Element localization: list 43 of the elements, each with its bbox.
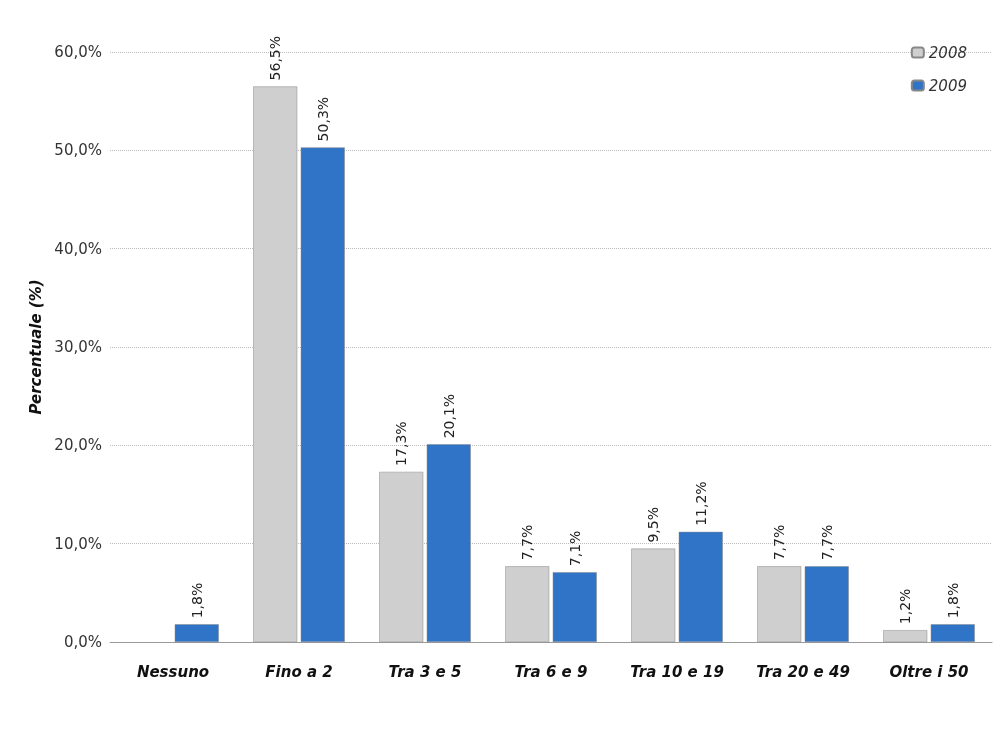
- bar: [300, 147, 345, 642]
- y-tick-label: 50,0%: [54, 141, 102, 160]
- bar: [426, 444, 471, 642]
- data-label: 7,1%: [566, 530, 583, 567]
- data-label: 1,2%: [897, 588, 914, 625]
- x-tick-label: Tra 20 e 49: [756, 662, 850, 681]
- data-label: 20,1%: [440, 393, 457, 439]
- bar: [678, 531, 723, 642]
- data-label: 50,3%: [314, 96, 331, 142]
- bar: [804, 566, 849, 642]
- x-tick-label: Nessuno: [136, 662, 210, 681]
- data-label: 9,5%: [645, 507, 662, 543]
- data-label: 7,7%: [519, 524, 536, 561]
- data-label: 7,7%: [818, 524, 835, 561]
- x-tick-label: Tra 6 e 9: [514, 662, 588, 681]
- y-axis-title: Percentuale (%): [26, 279, 45, 415]
- bar: [552, 572, 597, 642]
- data-label: 7,7%: [771, 524, 788, 561]
- bar: [930, 624, 975, 642]
- y-tick-label: 0,0%: [63, 633, 102, 651]
- data-label: 1,8%: [188, 582, 205, 619]
- data-label: 56,5%: [267, 35, 284, 81]
- bar: [505, 566, 550, 642]
- legend-label: 2008: [928, 43, 968, 62]
- y-tick-label: 30,0%: [54, 338, 102, 356]
- x-tick-label: Oltre i 50: [889, 662, 969, 681]
- legend-label: 2009: [928, 76, 968, 95]
- y-tick-label: 10,0%: [54, 534, 102, 553]
- bar: [757, 566, 802, 642]
- bar: [379, 471, 424, 642]
- bar: [174, 624, 219, 642]
- x-tick-label: Tra 3 e 5: [388, 662, 462, 681]
- y-tick-label: 20,0%: [54, 436, 102, 455]
- bar: [253, 86, 298, 642]
- data-label: 17,3%: [393, 421, 410, 466]
- bar: [631, 548, 676, 642]
- x-tick-label: Fino a 2: [265, 662, 333, 681]
- bar: [883, 630, 928, 642]
- data-label: 1,8%: [944, 582, 961, 619]
- y-tick-label: 40,0%: [54, 239, 102, 258]
- y-tick-label: 60,0%: [54, 43, 102, 61]
- x-tick-label: Tra 10 e 19: [630, 662, 724, 681]
- data-label: 11,2%: [692, 481, 709, 526]
